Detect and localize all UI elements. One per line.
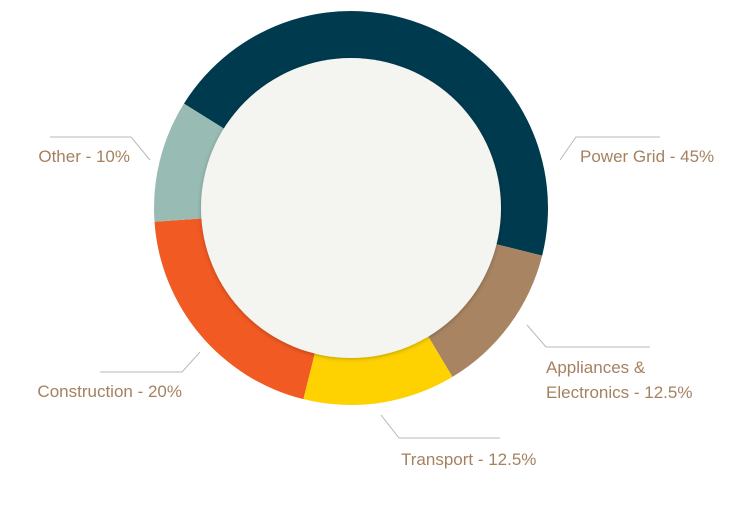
donut-segment [303, 332, 453, 405]
data-label: Transport - 12.5% [401, 450, 537, 469]
leader-line [559, 136, 660, 161]
donut-segment [154, 218, 316, 400]
leader-line [380, 414, 500, 439]
data-label: Other - 10% [38, 147, 130, 166]
leader-line [526, 324, 650, 348]
donut-hole [201, 58, 501, 358]
donut-segment [183, 11, 549, 256]
donut-segment [425, 243, 543, 377]
data-label: Appliances & Electronics - 12.5% [546, 358, 693, 402]
leader-line [100, 351, 201, 373]
data-label: Construction - 20% [37, 382, 182, 401]
donut-segment [154, 103, 229, 222]
leader-line [50, 136, 151, 161]
data-label: Power Grid - 45% [580, 147, 715, 166]
